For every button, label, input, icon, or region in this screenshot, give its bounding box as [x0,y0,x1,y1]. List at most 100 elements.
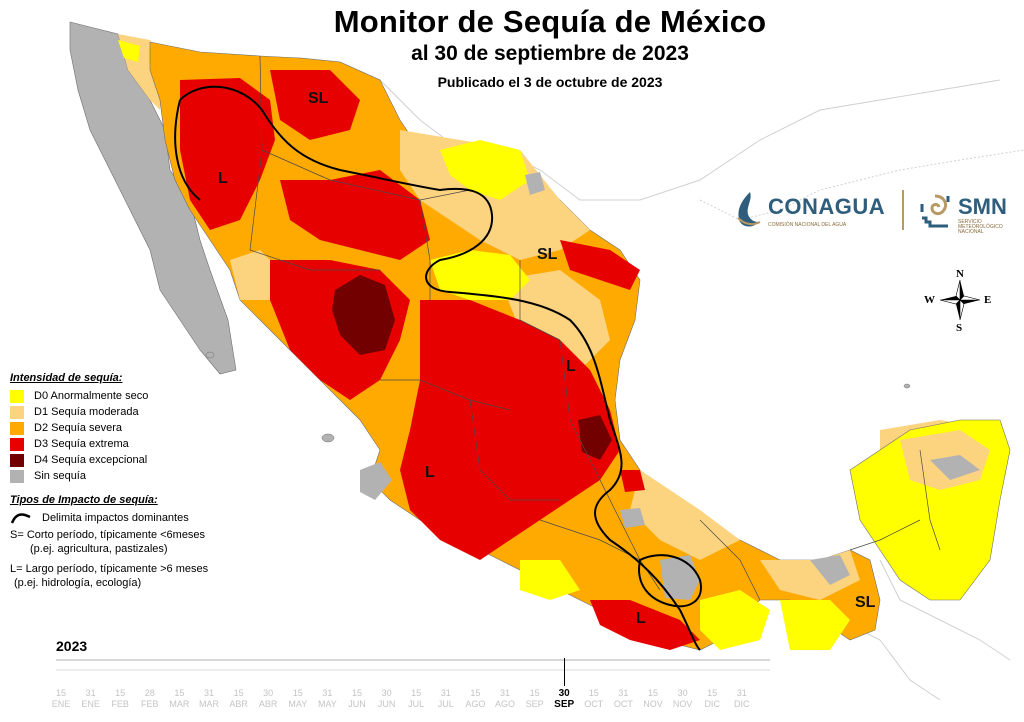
timeline-tick-day: 31 [618,688,629,698]
timeline-tick-month: MAY [317,699,337,709]
timeline-tick-month: JUN [348,699,366,709]
timeline-tick-day: 15 [529,688,540,698]
timeline-tick-day: 15 [470,688,481,698]
timeline-tick-month: MAR [199,699,219,709]
timeline-tick: 31 ENE [76,688,106,710]
compass-north: N [956,268,964,280]
legend-swatch-d1 [10,405,24,419]
timeline-tick-month: JUN [377,699,396,709]
compass-west: W [924,294,935,306]
timeline-tick: 15 SEP [520,688,550,710]
timeline-tick-day: 15 [292,688,303,698]
timeline-tick-day: 31 [499,688,510,698]
timeline-axis [56,659,770,671]
map-label-sl-tamaulipas: SL [537,246,558,263]
smn-logo: SMN SERVICIO METEOROLÓGICO NACIONAL [916,188,1020,235]
timeline-tick-month: SEP [525,699,544,709]
timeline-tick-day: 15 [588,688,599,698]
smn-name: SMN [958,194,1007,219]
agency-logos: CONAGUA COMISIÓN NACIONAL DEL AGUA SMN S… [730,186,1020,236]
timeline-tick: 15 DIC [697,688,727,710]
timeline-tick-day: 31 [736,688,747,698]
legend-long-term: L= Largo período, típicamente >6 meses [10,563,209,575]
legend-swatch-d2 [10,421,24,435]
publication-date: Publicado el 3 de octubre de 2023 [437,74,663,90]
legend-impact-title: Tipos de Impacto de sequía: [10,494,158,506]
timeline-tick-month: MAR [169,699,190,709]
legend-swatch-d3 [10,437,24,451]
timeline-tick-month: JUL [408,699,425,709]
timeline-tick-month: ENE [81,699,100,709]
timeline-tick-current: 30 SEP [549,688,579,710]
legend-row-d3: D3 Sequía extrema [10,436,260,452]
timeline-tick: 15 NOV [638,688,668,710]
logo-divider [902,190,904,230]
d3-zones [180,70,700,650]
timeline-tick-day: 15 [351,688,362,698]
compass-star [939,279,981,321]
timeline-tick: 15 ABR [224,688,254,710]
legend-label-d4: D4 Sequía excepcional [34,454,148,466]
legend-swatch-d0 [10,389,24,403]
d4-zones [332,275,612,460]
smn-tagline: SERVICIO METEOROLÓGICO NACIONAL [958,219,1003,235]
conagua-logo: CONAGUA COMISIÓN NACIONAL DEL AGUA [730,188,890,232]
timeline-tick-day: 31 [440,688,451,698]
timeline-tick-month: MAY [288,699,308,709]
timeline-tick: 31 OCT [608,688,638,710]
map-label-l-sonora: L [218,170,228,187]
compass-east: E [984,294,992,306]
timeline-tick-day: 15 [233,688,244,698]
timeline-tick-month: DIC [734,699,750,709]
legend-row-d1: D1 Sequía moderada [10,404,260,420]
legend-impact-line-label: Delimita impactos dominantes [42,512,189,524]
impact-line-icon [10,513,31,524]
timeline-tick-day: 15 [174,688,185,698]
timeline-tick: 28 FEB [135,688,165,710]
timeline-tick-day: 30 [558,688,570,699]
legend-label-d2: D2 Sequía severa [34,422,123,434]
legend-long-term-example: (p.ej. hidrología, ecología) [14,577,142,589]
legend-label-d0: D0 Anormalmente seco [34,390,149,402]
islands [205,351,911,443]
map-title: Monitor de Sequía de México [333,4,767,39]
d0-zones [430,140,850,650]
timeline-tick-day: 28 [144,688,155,698]
timeline-tick-month: JUL [437,699,454,709]
timeline-tick-month: SEP [554,699,575,710]
timeline-tick-month: AGO [494,699,515,709]
timeline-tick: 15 ENE [46,688,76,710]
map-label-sl-north: SL [308,90,329,107]
timeline-tick-day: 31 [203,688,214,698]
timeline-tick: 30 NOV [668,688,698,710]
legend-short-term-example: (p.ej. agricultura, pastizales) [30,543,168,555]
conagua-name: CONAGUA [768,194,886,219]
legend: Intensidad de sequía: D0 Anormalmente se… [10,372,260,590]
timeline-tick: 31 JUL [431,688,461,710]
timeline-tick-month: OCT [613,699,633,709]
legend-row-d0: D0 Anormalmente seco [10,388,260,404]
timeline-tick-month: NOV [672,699,693,709]
timeline-tick-month: NOV [643,699,663,709]
timeline-tick-day: 30 [677,688,688,698]
impact-boundaries [174,85,702,651]
timeline-tick: 15 OCT [579,688,609,710]
conagua-tagline: COMISIÓN NACIONAL DEL AGUA [768,222,847,228]
legend-label-d1: D1 Sequía moderada [34,406,139,418]
timeline-tick: 15 MAR [164,688,194,710]
legend-row-d4: D4 Sequía excepcional [10,452,260,468]
legend-label-sin-sequia: Sin sequía [34,470,86,482]
legend-label-d3: D3 Sequía extrema [34,438,129,450]
legend-swatch-sin-sequia [10,469,24,483]
timeline-tick-day: 15 [707,688,718,698]
timeline-tick: 15 JUN [342,688,372,710]
legend-short-term: S= Corto período, típicamente <6meses [10,529,206,541]
timeline-tick-day: 15 [411,688,422,698]
timeline: 2023 15 ENE 31 ENE 15 FEB 28 FEB 15 MAR 31 MAR 15 ABR… [0,634,1024,722]
legend-impact-line-row: Delimita impactos dominantes [10,510,260,526]
timeline-tick: 15 JUL [401,688,431,710]
timeline-tick-day: 15 [55,688,66,698]
timeline-tick-month: FEB [111,699,129,709]
timeline-tick-month: ABR [229,699,248,709]
timeline-tick-day: 15 [647,688,658,698]
